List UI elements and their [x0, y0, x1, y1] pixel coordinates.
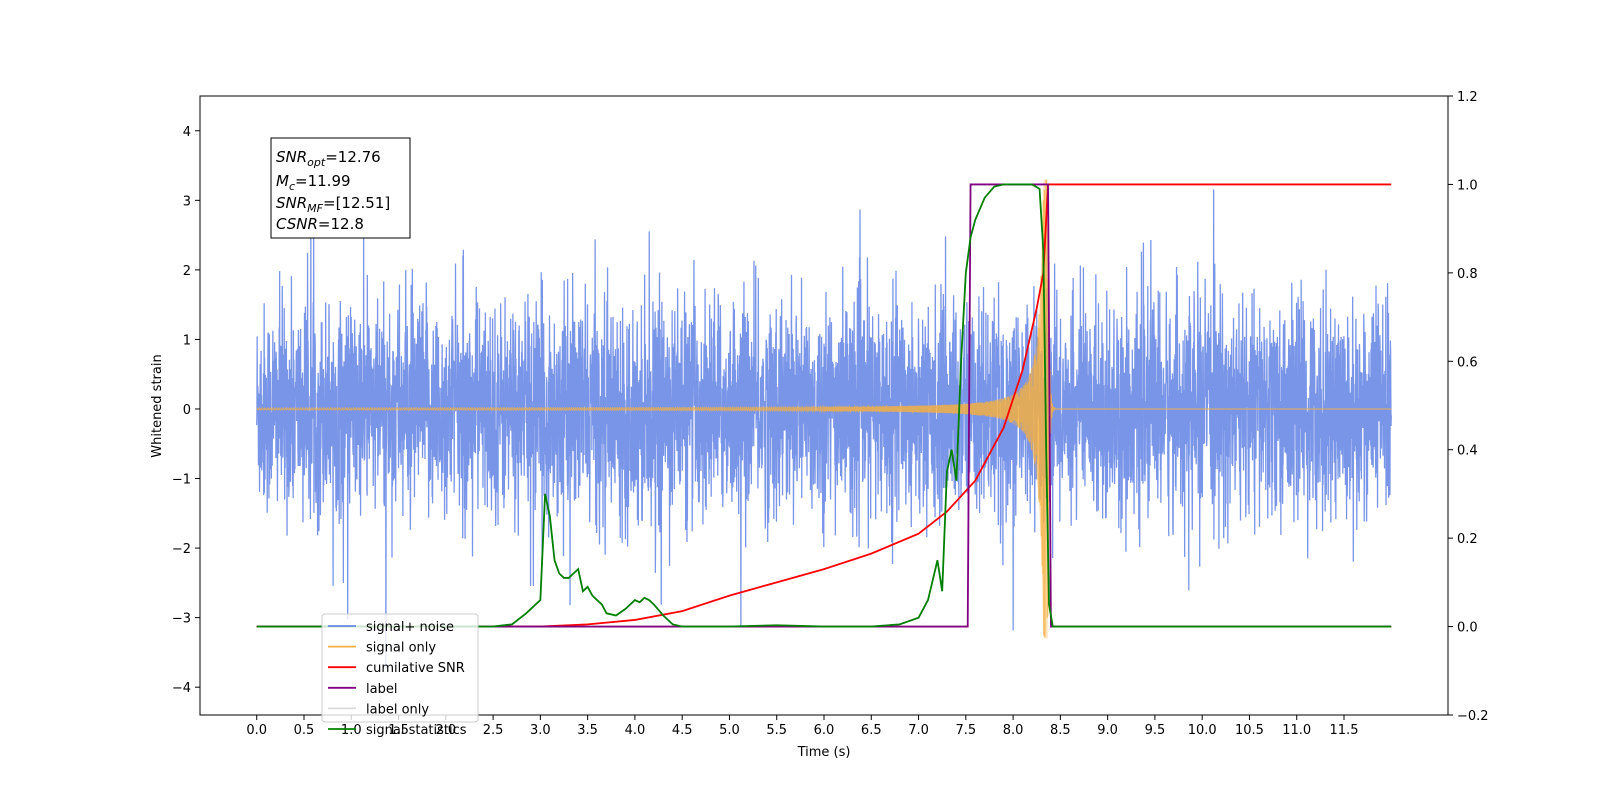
- legend-entry: label only: [366, 702, 429, 717]
- y-tick-label-left: 4: [183, 125, 191, 140]
- snr-mf-annotation: SNRMF=[12.51]: [276, 194, 390, 215]
- y-axis-label: Whitened strain: [150, 354, 165, 457]
- x-tick-label: 1.5: [388, 723, 409, 738]
- y-tick-label-right: 1.0: [1457, 178, 1478, 193]
- legend-entry: signal only: [366, 641, 436, 656]
- x-tick-label: 5.5: [766, 723, 787, 738]
- plot-area: [256, 179, 1392, 670]
- y-tick-label-right: 0.0: [1457, 621, 1478, 636]
- snr-opt-annotation: SNRopt=12.76: [276, 148, 381, 169]
- y-tick-label-left: −2: [172, 542, 191, 557]
- x-tick-label: 4.0: [625, 723, 646, 738]
- y-axis-left: −4 −3 −2 −1 0 1 2 3 4: [172, 125, 200, 696]
- legend: signal+ noise signal only cumilative SNR la…: [321, 613, 479, 738]
- mc-annotation: Mc=11.99: [276, 172, 351, 193]
- series-signal-statistics: [256, 183, 1392, 628]
- y-tick-label-left: −1: [172, 473, 191, 488]
- x-tick-label: 2.5: [483, 723, 504, 738]
- x-tick-label: 4.5: [672, 723, 693, 738]
- legend-entry: label: [366, 682, 397, 697]
- legend-entry: cumilative SNR: [366, 661, 465, 676]
- signal-only-envelope: [824, 179, 1054, 639]
- y-tick-label-right: 0.4: [1457, 444, 1478, 459]
- y-tick-label-right: 0.2: [1457, 532, 1478, 547]
- x-tick-label: 11.0: [1282, 723, 1311, 738]
- x-tick-label: 9.5: [1145, 723, 1166, 738]
- y-tick-label-left: −3: [172, 612, 191, 627]
- x-tick-label: 3.0: [530, 723, 551, 738]
- x-tick-label: 0.0: [246, 723, 267, 738]
- x-tick-label: 8.0: [1003, 723, 1024, 738]
- x-tick-label: 8.5: [1050, 723, 1071, 738]
- x-tick-label: 5.0: [719, 723, 740, 738]
- y-tick-label-left: 0: [183, 403, 191, 418]
- x-tick-label: 10.0: [1188, 723, 1217, 738]
- y-axis-right: −0.2 0.0 0.2 0.4 0.6 0.8 1.0 1.2: [1448, 90, 1489, 724]
- x-tick-label: 3.5: [577, 723, 598, 738]
- x-tick-label: 9.0: [1097, 723, 1118, 738]
- x-tick-label: 7.0: [908, 723, 929, 738]
- x-tick-label: 7.5: [955, 723, 976, 738]
- x-axis: 0.0 0.5 1.0 1.5 2.0 2.5 3.0 3.5 4.0 4.5 5.0 5.5 6.0 6…: [246, 715, 1358, 738]
- stats-annotation-box: SNRopt=12.76 Mc=11.99 SNRMF=[12.51] CSNR…: [270, 137, 411, 239]
- x-tick-label: 0.5: [294, 723, 315, 738]
- y-tick-label-left: 2: [183, 264, 191, 279]
- y-tick-label-left: −4: [172, 681, 191, 696]
- y-tick-label-right: 1.2: [1457, 90, 1478, 105]
- y-tick-label-left: 1: [183, 333, 191, 348]
- x-tick-label: 2.0: [435, 723, 456, 738]
- series-signal-plus-noise: [256, 189, 1392, 670]
- x-tick-label: 6.5: [861, 723, 882, 738]
- x-axis-label: Time (s): [797, 745, 851, 760]
- x-tick-label: 11.5: [1330, 723, 1359, 738]
- y-tick-label-left: 3: [183, 194, 191, 209]
- y-tick-label-right: −0.2: [1457, 709, 1489, 724]
- y-tick-label-right: 0.8: [1457, 267, 1478, 282]
- legend-entry: signal+ noise: [366, 620, 454, 635]
- series-cumilative-snr: [256, 183, 1392, 628]
- x-tick-label: 6.0: [814, 723, 835, 738]
- series-signal-only: [256, 179, 1392, 637]
- legend-entry: signal statistics: [366, 723, 467, 738]
- x-tick-label: 1.0: [341, 723, 362, 738]
- csnr-annotation: CSNR=12.8: [276, 215, 364, 233]
- x-tick-label: 10.5: [1235, 723, 1264, 738]
- y-tick-label-right: 0.6: [1457, 355, 1478, 370]
